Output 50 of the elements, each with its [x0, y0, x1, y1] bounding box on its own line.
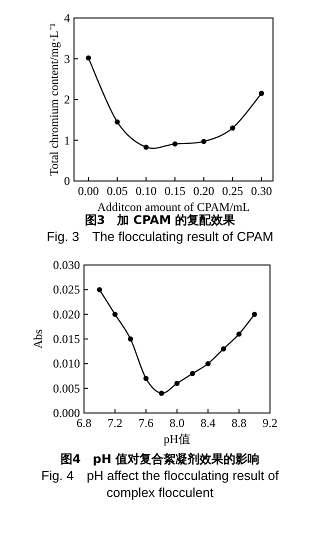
point: [114, 119, 120, 125]
y-tick-label: 0.005: [53, 381, 80, 396]
y-tick-label: 2: [64, 92, 70, 106]
x-tick-label: 0.00: [78, 184, 99, 198]
x-tick-label: 7.2: [108, 416, 122, 430]
x-tick-label: 8.4: [200, 416, 216, 430]
y-tick-label: 0: [64, 174, 70, 188]
point: [205, 361, 211, 366]
y-tick-label: 1: [64, 133, 70, 148]
x-tick-label: 0.30: [250, 184, 272, 198]
point: [172, 141, 178, 147]
x-tick-label: 0.15: [164, 184, 186, 198]
y-tick-label: 0.030: [53, 258, 80, 272]
y-tick-label: 4: [64, 11, 70, 25]
point: [220, 346, 226, 352]
point: [143, 376, 149, 382]
text: Fig. 4 pH affect the flocculating result of complex flocculent: [40, 467, 280, 501]
x-tick-label: 0.05: [106, 184, 128, 198]
x-tick-label: 0.25: [222, 184, 244, 198]
text: Fig. 3 The flocculating result of CPAM: [46, 228, 274, 245]
point: [190, 370, 196, 376]
point: [158, 390, 164, 396]
y-tick-label: 0.020: [53, 307, 80, 322]
point: [252, 312, 258, 317]
point: [128, 336, 134, 342]
point: [144, 144, 149, 150]
point: [86, 55, 92, 61]
point: [112, 312, 118, 317]
point: [230, 125, 236, 131]
y-axis-title: Total chromium content/mg·L⁻¹: [47, 22, 61, 176]
x-tick-label: 8.8: [232, 416, 246, 430]
point: [174, 380, 180, 386]
y-tick-label: 3: [64, 52, 70, 66]
x-axis-title: pH值: [164, 432, 190, 446]
x-axis-title: Additcon amount of CPAM/mL: [97, 200, 250, 214]
y-tick-label: 0.010: [53, 356, 80, 371]
y-tick-label: 0.025: [53, 282, 80, 297]
x-tick-label: 0.10: [136, 184, 157, 198]
x-tick-label: 7.6: [138, 416, 154, 430]
text: 图4 pH 值对复合絮凝剂效果的影响: [59, 451, 261, 467]
x-tick-label: 8.0: [170, 416, 184, 430]
x-tick-label: 0.20: [193, 184, 214, 198]
y-axis-title: Abs: [31, 329, 45, 349]
y-tick-label: 0.015: [53, 332, 80, 346]
x-tick-label: 9.2: [262, 416, 278, 430]
point: [201, 138, 206, 144]
text: 图3 加 CPAM 的复配效果: [84, 212, 236, 228]
point: [96, 287, 102, 292]
point: [258, 90, 264, 96]
point: [236, 331, 242, 337]
